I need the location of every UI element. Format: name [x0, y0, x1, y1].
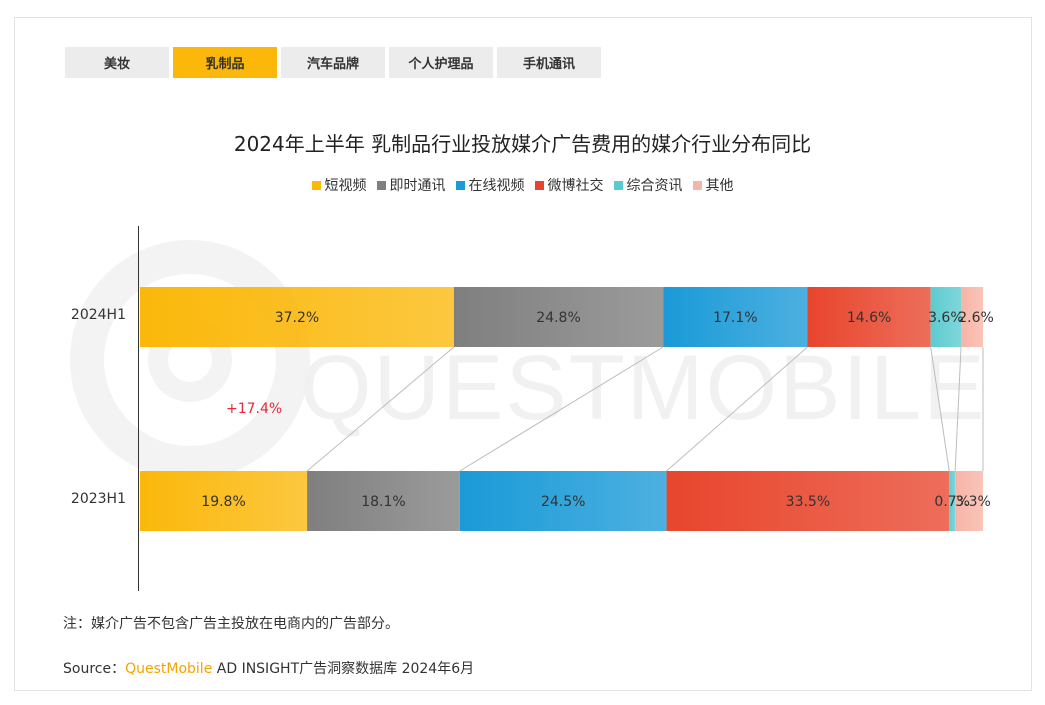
data-label: 24.8%	[536, 310, 580, 326]
category-label-2024h1: 2024H1	[70, 307, 126, 323]
data-label: 19.8%	[201, 494, 245, 510]
category-axis	[138, 226, 139, 591]
yoy-change-label: +17.4%	[226, 401, 283, 417]
footnote: 注：媒介广告不包含广告主投放在电商内的广告部分。	[63, 616, 399, 632]
connector-line	[306, 346, 455, 472]
source-line: Source：QuestMobile AD INSIGHT广告洞察数据库 202…	[63, 661, 475, 677]
tab-auto-brand[interactable]: 汽车品牌	[281, 47, 385, 78]
industry-tabs: 美妆 乳制品 汽车品牌 个人护理品 手机通讯	[65, 47, 605, 78]
bar-segment-2023h1-4	[949, 471, 956, 531]
connector-line	[930, 346, 950, 472]
data-label: 24.5%	[541, 494, 585, 510]
legend-swatch	[311, 180, 321, 190]
bar-segments	[140, 287, 983, 531]
tab-dairy[interactable]: 乳制品	[173, 47, 277, 78]
legend-swatch	[455, 180, 465, 190]
legend-item-short-video: 短视频	[311, 175, 367, 195]
category-label-2023h1: 2023H1	[70, 491, 126, 507]
bar-segment-2023h1-3	[666, 471, 950, 531]
bar-segment-2023h1-0	[140, 471, 308, 531]
legend-swatch	[613, 180, 623, 190]
bar-segment-2024h1-0	[140, 287, 454, 347]
legend-item-weibo-social: 微博社交	[534, 175, 604, 195]
legend-item-instant-messaging: 即时通讯	[376, 175, 446, 195]
connector-line	[459, 346, 664, 472]
bar-segment-2023h1-2	[459, 471, 667, 531]
bar-segment-2024h1-5	[961, 287, 983, 347]
data-label: 2.6%	[958, 310, 994, 326]
bar-segment-2024h1-2	[663, 287, 808, 347]
legend-item-other: 其他	[692, 175, 734, 195]
bar-segment-2023h1-1	[307, 471, 460, 531]
data-label: 3.6%	[928, 310, 964, 326]
data-label: 37.2%	[275, 310, 319, 326]
watermark-text: QUESTMOBILE	[300, 337, 987, 439]
connector-line	[666, 346, 808, 472]
tab-personal-care[interactable]: 个人护理品	[389, 47, 493, 78]
chart-legend: 短视频 即时通讯 在线视频 微博社交 综合资讯 其他	[0, 175, 1045, 195]
bar-segment-2024h1-3	[807, 287, 931, 347]
legend-swatch	[376, 180, 386, 190]
connector-lines	[306, 346, 984, 472]
data-labels: 37.2% 24.8% 17.1% 14.6% 3.6%2.6% 19.8% 18.1% 24…	[201, 310, 994, 510]
chart-title: 2024年上半年 乳制品行业投放媒介广告费用的媒介行业分布同比	[233, 132, 812, 156]
bar-segment-2024h1-1	[453, 287, 664, 347]
bar-segment-2024h1-4	[930, 287, 962, 347]
tab-beauty[interactable]: 美妆	[65, 47, 169, 78]
data-label: 33.5%	[786, 494, 830, 510]
data-label: 18.1%	[361, 494, 405, 510]
legend-swatch	[534, 180, 544, 190]
legend-swatch	[692, 180, 702, 190]
source-brand: QuestMobile	[125, 661, 213, 677]
data-label: 17.1%	[713, 310, 757, 326]
connector-line	[954, 346, 962, 472]
tab-mobile-comm[interactable]: 手机通讯	[497, 47, 601, 78]
bar-segment-2023h1-5	[955, 471, 983, 531]
data-label: 0.7%	[934, 494, 970, 510]
legend-item-online-video: 在线视频	[455, 175, 525, 195]
data-label: 14.6%	[847, 310, 891, 326]
legend-item-news: 综合资讯	[613, 175, 683, 195]
data-label: 3.3%	[955, 494, 991, 510]
